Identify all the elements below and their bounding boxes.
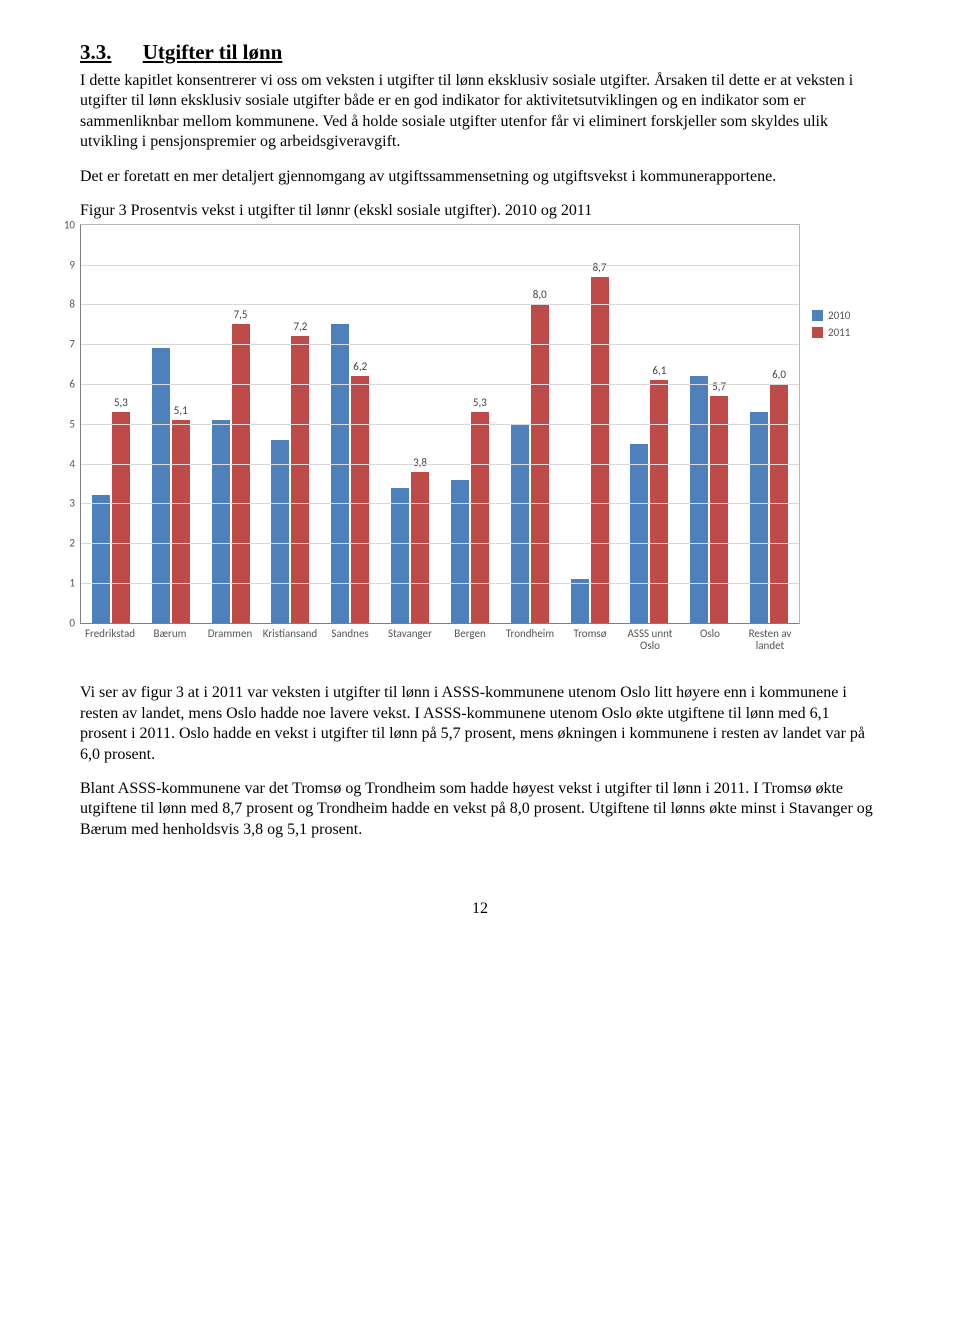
- x-tick-label: Kristiansand: [260, 628, 320, 653]
- section-heading: 3.3. Utgifter til lønn: [80, 40, 880, 65]
- legend-item: 2011: [812, 326, 850, 339]
- bar-value-label: 5,3: [473, 396, 487, 409]
- bar-2010: [152, 348, 170, 623]
- bar-value-label: 8,0: [533, 288, 547, 301]
- gridline: [81, 344, 799, 345]
- gridline: [81, 583, 799, 584]
- legend-swatch: [812, 310, 823, 321]
- gridline: [81, 265, 799, 266]
- bar-value-label: 6,2: [353, 360, 367, 373]
- x-tick-label: Trondheim: [500, 628, 560, 653]
- legend: 2010 2011: [812, 309, 850, 343]
- x-tick-label: Sandnes: [320, 628, 380, 653]
- bar-2011: 6,1: [650, 380, 668, 623]
- paragraph-1: I dette kapitlet konsentrerer vi oss om …: [80, 71, 880, 153]
- y-tick-label: 6: [69, 378, 81, 391]
- section-title-text: Utgifter til lønn: [143, 40, 283, 64]
- y-tick-label: 8: [69, 298, 81, 311]
- bar-value-label: 3,8: [413, 456, 427, 469]
- section-number: 3.3.: [80, 40, 112, 64]
- y-tick-label: 9: [69, 258, 81, 271]
- bar-value-label: 8,7: [593, 261, 607, 274]
- y-tick-label: 5: [69, 417, 81, 430]
- plot-area: 5,35,17,57,26,23,85,38,08,76,15,76,0 012…: [80, 224, 800, 624]
- x-tick-label: Tromsø: [560, 628, 620, 653]
- gridline: [81, 503, 799, 504]
- bar-2011: 6,2: [351, 376, 369, 623]
- gridline: [81, 304, 799, 305]
- paragraph-4: Blant ASSS-kommunene var det Tromsø og T…: [80, 779, 880, 840]
- bar-value-label: 6,1: [652, 364, 666, 377]
- bar-value-label: 5,3: [114, 396, 128, 409]
- bar-value-label: 7,5: [234, 308, 248, 321]
- bar-2011: 8,7: [591, 277, 609, 623]
- gridline: [81, 384, 799, 385]
- bar-2010: [331, 324, 349, 623]
- paragraph-2: Det er foretatt en mer detaljert gjennom…: [80, 167, 880, 187]
- gridline: [81, 464, 799, 465]
- gridline: [81, 424, 799, 425]
- bar-2010: [391, 488, 409, 623]
- bar-2010: [571, 579, 589, 623]
- bar-value-label: 7,2: [293, 320, 307, 333]
- bar-2011: 5,1: [172, 420, 190, 623]
- legend-item: 2010: [812, 309, 850, 322]
- legend-label: 2010: [828, 309, 850, 322]
- y-tick-label: 0: [69, 616, 81, 629]
- bar-2010: [451, 480, 469, 623]
- y-tick-label: 7: [69, 338, 81, 351]
- bar-value-label: 6,0: [772, 368, 786, 381]
- bar-2010: [750, 412, 768, 623]
- bar-2010: [511, 424, 529, 623]
- x-tick-label: Oslo: [680, 628, 740, 653]
- x-tick-label: Bergen: [440, 628, 500, 653]
- x-tick-label: Fredrikstad: [80, 628, 140, 653]
- bar-2011: 5,7: [710, 396, 728, 623]
- y-tick-label: 10: [64, 218, 81, 231]
- y-tick-label: 4: [69, 457, 81, 470]
- bar-2011: 5,3: [471, 412, 489, 623]
- x-tick-label: ASSS unnt Oslo: [620, 628, 680, 653]
- paragraph-3: Vi ser av figur 3 at i 2011 var veksten …: [80, 683, 880, 765]
- bar-value-label: 5,7: [712, 380, 726, 393]
- bar-2010: [690, 376, 708, 623]
- legend-swatch: [812, 327, 823, 338]
- bar-2010: [271, 440, 289, 623]
- y-tick-label: 3: [69, 497, 81, 510]
- bar-2011: 3,8: [411, 472, 429, 623]
- bar-2011: 7,2: [291, 336, 309, 623]
- bar-2011: 5,3: [112, 412, 130, 623]
- x-tick-label: Drammen: [200, 628, 260, 653]
- bar-chart: 5,35,17,57,26,23,85,38,08,76,15,76,0 012…: [80, 224, 880, 653]
- x-tick-label: Resten av landet: [740, 628, 800, 653]
- bar-2010: [212, 420, 230, 623]
- bar-2011: 7,5: [232, 324, 250, 623]
- bar-value-label: 5,1: [174, 404, 188, 417]
- figure-caption: Figur 3 Prosentvis vekst i utgifter til …: [80, 201, 880, 221]
- x-tick-label: Bærum: [140, 628, 200, 653]
- bar-2010: [630, 444, 648, 623]
- gridline: [81, 543, 799, 544]
- page-number: 12: [80, 900, 880, 918]
- y-tick-label: 1: [69, 577, 81, 590]
- y-tick-label: 2: [69, 537, 81, 550]
- bar-2010: [92, 495, 110, 622]
- legend-label: 2011: [828, 326, 850, 339]
- x-tick-label: Stavanger: [380, 628, 440, 653]
